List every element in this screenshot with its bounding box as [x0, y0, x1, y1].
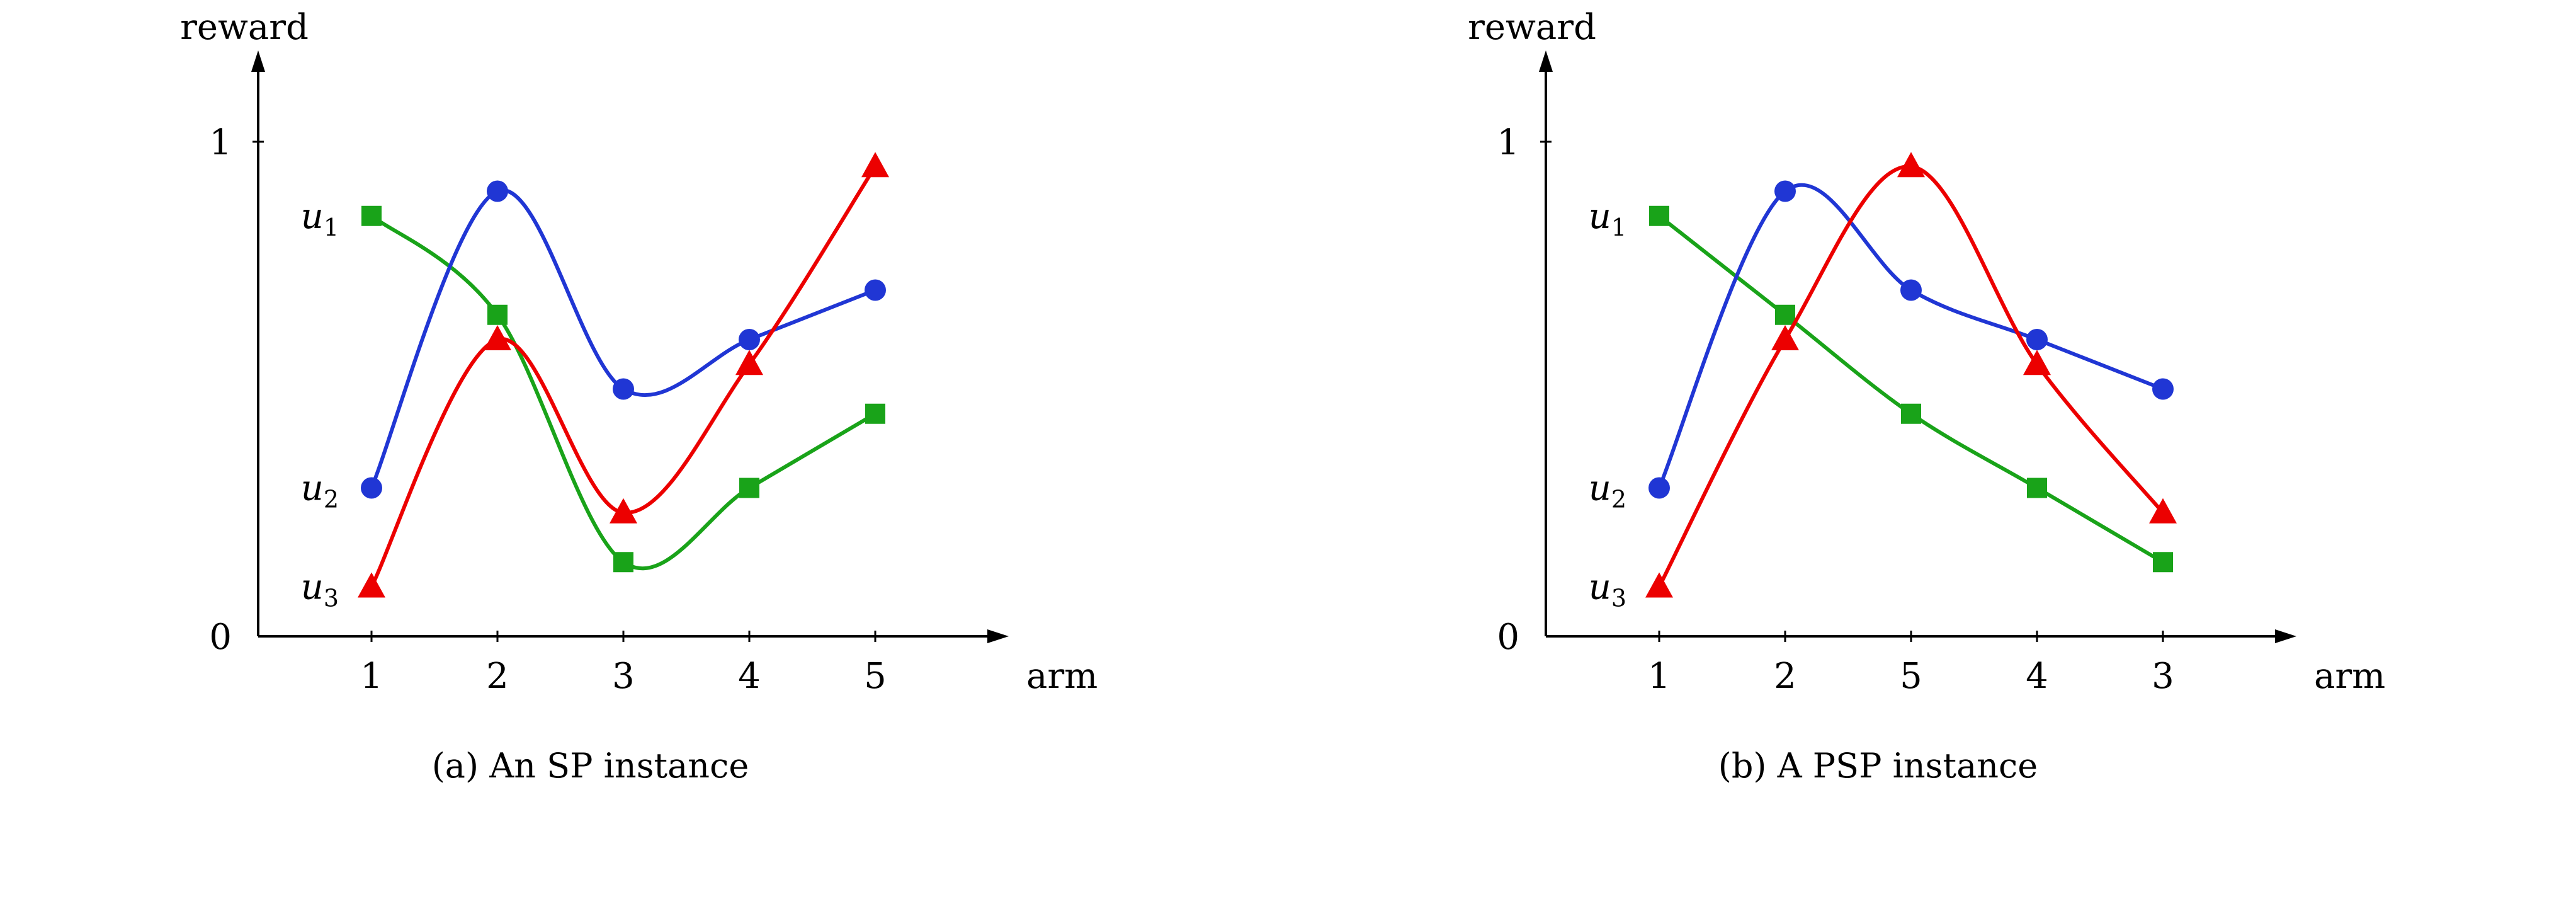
triangle-marker-icon [735, 350, 763, 375]
psp-instance-caption: (b) A PSP instance [1718, 746, 2038, 786]
circle-marker-icon [1774, 180, 1796, 202]
series-curve-u2 [1657, 183, 2165, 490]
series-curve-u3 [1657, 164, 2165, 589]
square-marker-icon [361, 205, 382, 226]
square-marker-icon [2027, 478, 2047, 498]
y-axis-arrow-icon [251, 50, 265, 72]
square-marker-icon [739, 478, 759, 498]
triangle-marker-icon [1897, 152, 1925, 178]
square-marker-icon [1649, 205, 1669, 226]
figure-sp-instance: reward arm 0 1 1 2 3 4 5 u1 u2 u3 (a) An SP instanc… [0, 0, 1288, 786]
figure-psp-instance: reward arm 0 1 1 2 5 4 3 u1 u2 u3 (b) A PSP instanc… [1288, 0, 2575, 786]
x-axis-arrow-icon [987, 629, 1009, 643]
circle-marker-icon [1900, 279, 1922, 301]
series-label-u3: u3 [1589, 567, 1626, 612]
y-tick-label: 0 [1497, 617, 1519, 658]
x-tick-label: 2 [1774, 656, 1796, 697]
triangle-marker-icon [358, 572, 385, 598]
triangle-marker-icon [484, 325, 511, 350]
series-label-u3: u3 [301, 567, 339, 612]
x-tick-label: 3 [612, 656, 635, 697]
square-marker-icon [487, 304, 508, 325]
x-tick-label: 5 [864, 656, 887, 697]
y-axis-arrow-icon [1539, 50, 1553, 72]
figure-row: reward arm 0 1 1 2 3 4 5 u1 u2 u3 (a) An SP instanc… [0, 0, 2575, 786]
x-axis-arrow-icon [2275, 629, 2296, 643]
circle-marker-icon [487, 180, 508, 202]
x-tick-label: 2 [486, 656, 509, 697]
x-tick-label: 4 [738, 656, 761, 697]
x-tick-label: 5 [1900, 656, 1922, 697]
square-marker-icon [613, 552, 633, 573]
y-tick-label: 1 [1497, 122, 1519, 163]
circle-marker-icon [739, 329, 760, 350]
series-curve-u1 [1657, 214, 2165, 564]
x-axis-label: arm [1026, 656, 1098, 697]
triangle-marker-icon [861, 152, 889, 178]
y-tick-label: 1 [209, 122, 232, 163]
square-marker-icon [1775, 304, 1795, 325]
triangle-marker-icon [2149, 498, 2177, 524]
sp-instance-chart: reward arm 0 1 1 2 3 4 5 u1 u2 u3 [180, 7, 1098, 697]
y-tick-label: 0 [209, 617, 232, 658]
circle-marker-icon [613, 378, 634, 400]
series-label-u2: u2 [301, 468, 339, 513]
square-marker-icon [865, 403, 885, 424]
circle-marker-icon [1648, 477, 1670, 499]
circle-marker-icon [2152, 378, 2174, 400]
x-axis-label: arm [2314, 656, 2385, 697]
x-tick-label: 3 [2152, 656, 2174, 697]
triangle-marker-icon [610, 498, 637, 524]
x-tick-label: 1 [360, 656, 383, 697]
series-label-u2: u2 [1589, 468, 1626, 513]
triangle-marker-icon [1645, 572, 1673, 598]
circle-marker-icon [865, 279, 886, 301]
psp-instance-chart: reward arm 0 1 1 2 5 4 3 u1 u2 u3 [1468, 7, 2385, 697]
circle-marker-icon [2026, 329, 2048, 350]
triangle-marker-icon [1771, 325, 1799, 350]
sp-instance-caption: (a) An SP instance [431, 746, 749, 786]
x-tick-label: 1 [1648, 656, 1671, 697]
y-axis-label: reward [1468, 7, 1596, 48]
series-curve-u3 [370, 164, 877, 589]
series-curve-u2 [370, 188, 877, 490]
square-marker-icon [1901, 403, 1921, 424]
y-axis-label: reward [180, 7, 309, 48]
series-label-u1: u1 [1589, 196, 1626, 241]
x-tick-label: 4 [2026, 656, 2048, 697]
square-marker-icon [2153, 552, 2173, 573]
circle-marker-icon [361, 477, 382, 499]
series-label-u1: u1 [301, 196, 339, 241]
triangle-marker-icon [2023, 350, 2051, 375]
